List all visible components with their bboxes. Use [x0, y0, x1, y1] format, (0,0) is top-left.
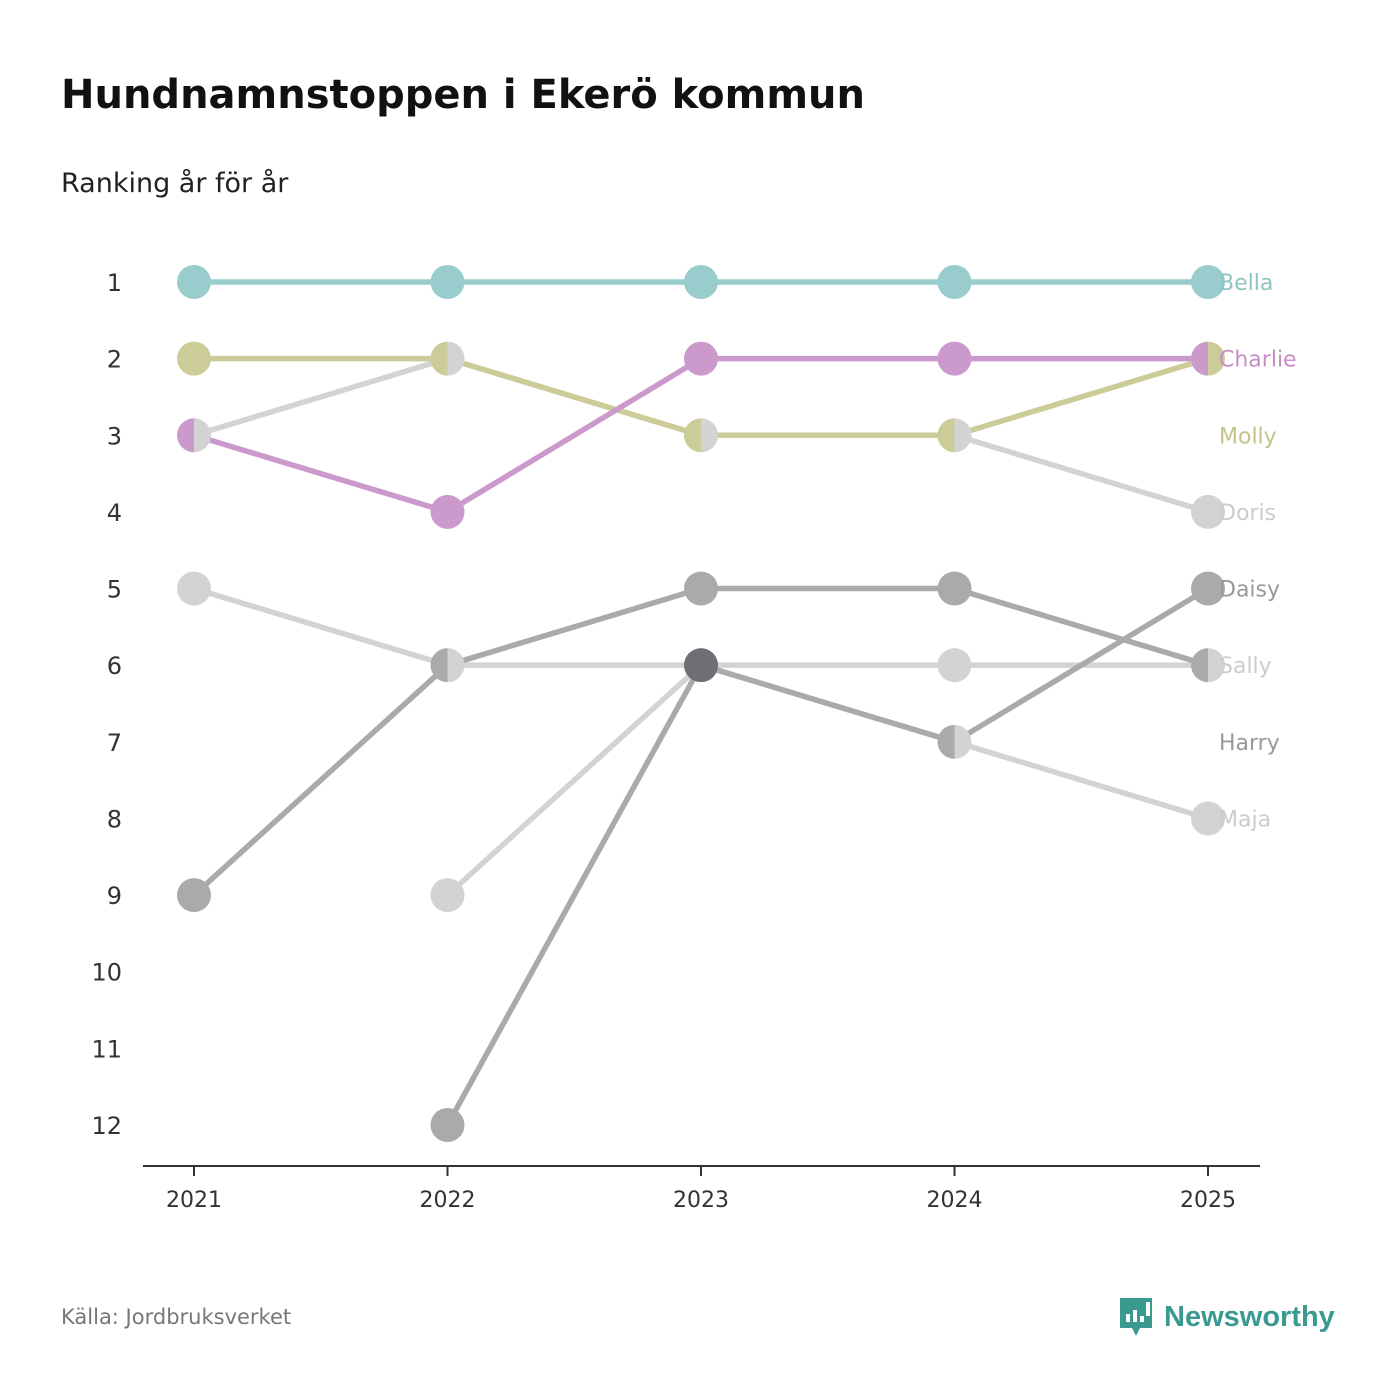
y-tick-label: 4	[107, 499, 122, 527]
data-point-maja	[1191, 801, 1225, 836]
series-label-bella: Bella	[1219, 271, 1273, 296]
data-point-bella	[177, 265, 211, 299]
data-point-charlie	[684, 341, 718, 376]
data-point-sally	[177, 571, 211, 606]
y-tick-label: 7	[107, 729, 122, 757]
logo-chart-icon	[1120, 1298, 1152, 1336]
newsworthy-logo: Newsworthy	[1118, 1296, 1335, 1338]
data-point-bella	[684, 265, 718, 299]
data-point-daisy	[937, 724, 955, 759]
x-tick-label: 2024	[927, 1188, 983, 1213]
data-point-bella	[1191, 265, 1225, 299]
x-tick-label: 2021	[166, 1188, 222, 1213]
series-label-sally: Sally	[1219, 654, 1272, 679]
data-point-molly	[1208, 341, 1225, 376]
data-point-maja	[954, 724, 972, 759]
data-point-molly	[177, 341, 211, 376]
data-point-bella	[430, 265, 465, 299]
data-point-doris	[1191, 494, 1225, 529]
series-label-maja: Maja	[1219, 807, 1271, 832]
y-tick-label: 2	[107, 346, 122, 374]
series-line-daisy	[445, 586, 1210, 1127]
x-tick-label: 2023	[673, 1188, 729, 1213]
data-point-sally	[1208, 648, 1225, 683]
data-point-charlie	[937, 341, 972, 376]
x-tick-label: 2025	[1180, 1188, 1236, 1213]
chart-subtitle: Ranking år för år	[61, 168, 289, 199]
data-point-doris	[447, 341, 465, 376]
y-tick-label: 3	[107, 422, 122, 450]
y-tick-label: 11	[91, 1035, 122, 1063]
data-point-harry	[1191, 648, 1208, 683]
data-point-doris	[954, 418, 972, 453]
data-point-doris	[701, 418, 718, 453]
data-point-charlie	[1191, 341, 1208, 376]
data-point-overlap	[684, 648, 718, 683]
series-label-molly: Molly	[1219, 424, 1277, 449]
y-tick-label: 9	[107, 882, 122, 910]
data-point-sally	[447, 648, 465, 683]
data-point-molly	[430, 341, 448, 376]
series-label-doris: Doris	[1219, 501, 1276, 526]
source-note: Källa: Jordbruksverket	[61, 1305, 292, 1329]
data-point-harry	[937, 571, 972, 606]
series-label-charlie: Charlie	[1219, 348, 1297, 373]
data-point-harry	[430, 648, 448, 683]
data-point-sally	[937, 648, 972, 683]
x-tick-label: 2022	[420, 1188, 476, 1213]
y-tick-label: 8	[107, 805, 122, 833]
data-point-molly	[684, 418, 701, 453]
data-point-doris	[194, 418, 211, 453]
chart-title: Hundnamnstoppen i Ekerö kommun	[61, 72, 865, 118]
data-point-daisy	[430, 1108, 465, 1142]
y-tick-label: 5	[107, 576, 122, 604]
data-point-maja	[430, 878, 465, 913]
data-point-charlie	[177, 418, 194, 453]
data-point-harry	[177, 878, 211, 913]
y-tick-label: 10	[91, 959, 122, 987]
data-point-harry	[684, 571, 718, 606]
series-line-maja	[445, 662, 1209, 898]
y-tick-label: 12	[91, 1112, 122, 1140]
logo-text: Newsworthy	[1164, 1300, 1335, 1333]
data-point-charlie	[430, 494, 465, 529]
series-label-harry: Harry	[1219, 731, 1280, 756]
y-tick-label: 6	[107, 652, 122, 680]
data-point-bella	[937, 265, 972, 299]
data-point-daisy	[1191, 571, 1225, 606]
y-tick-label: 1	[107, 269, 122, 297]
data-point-molly	[937, 418, 955, 453]
series-label-daisy: Daisy	[1219, 578, 1280, 603]
